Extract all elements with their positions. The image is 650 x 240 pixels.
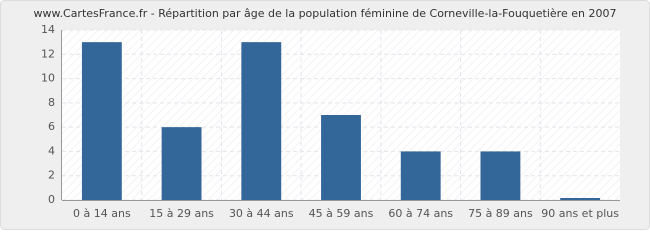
x-tick-label: 90 ans et plus [541,207,619,220]
bar [400,151,441,200]
chart-title: www.CartesFrance.fr - Répartition par âg… [34,7,617,20]
x-tick-label: 0 à 14 ans [73,207,131,220]
x-tick-label: 45 à 59 ans [309,207,374,220]
x-tick-label: 30 à 44 ans [229,207,294,220]
y-tick-label: 12 [41,47,55,60]
y-tick-label: 4 [48,144,55,157]
chart: www.CartesFrance.fr - Répartition par âg… [0,0,650,230]
y-tick-label: 6 [48,120,55,133]
y-tick-label: 10 [41,72,55,85]
bar [161,127,202,200]
bar [480,151,521,200]
bar [81,42,122,201]
bar [241,42,282,201]
y-tick-label: 14 [41,23,55,36]
x-tick-label: 15 à 29 ans [149,207,214,220]
y-tick-label: 8 [48,96,55,109]
x-tick-label: 60 à 74 ans [388,207,453,220]
y-tick-label: 2 [48,169,55,182]
y-tick-label: 0 [48,193,55,206]
bar [321,115,361,200]
x-tick-label: 75 à 89 ans [468,207,533,220]
bar [560,198,601,200]
page: {"chart_data": {"type": "bar", "title": … [0,0,650,230]
